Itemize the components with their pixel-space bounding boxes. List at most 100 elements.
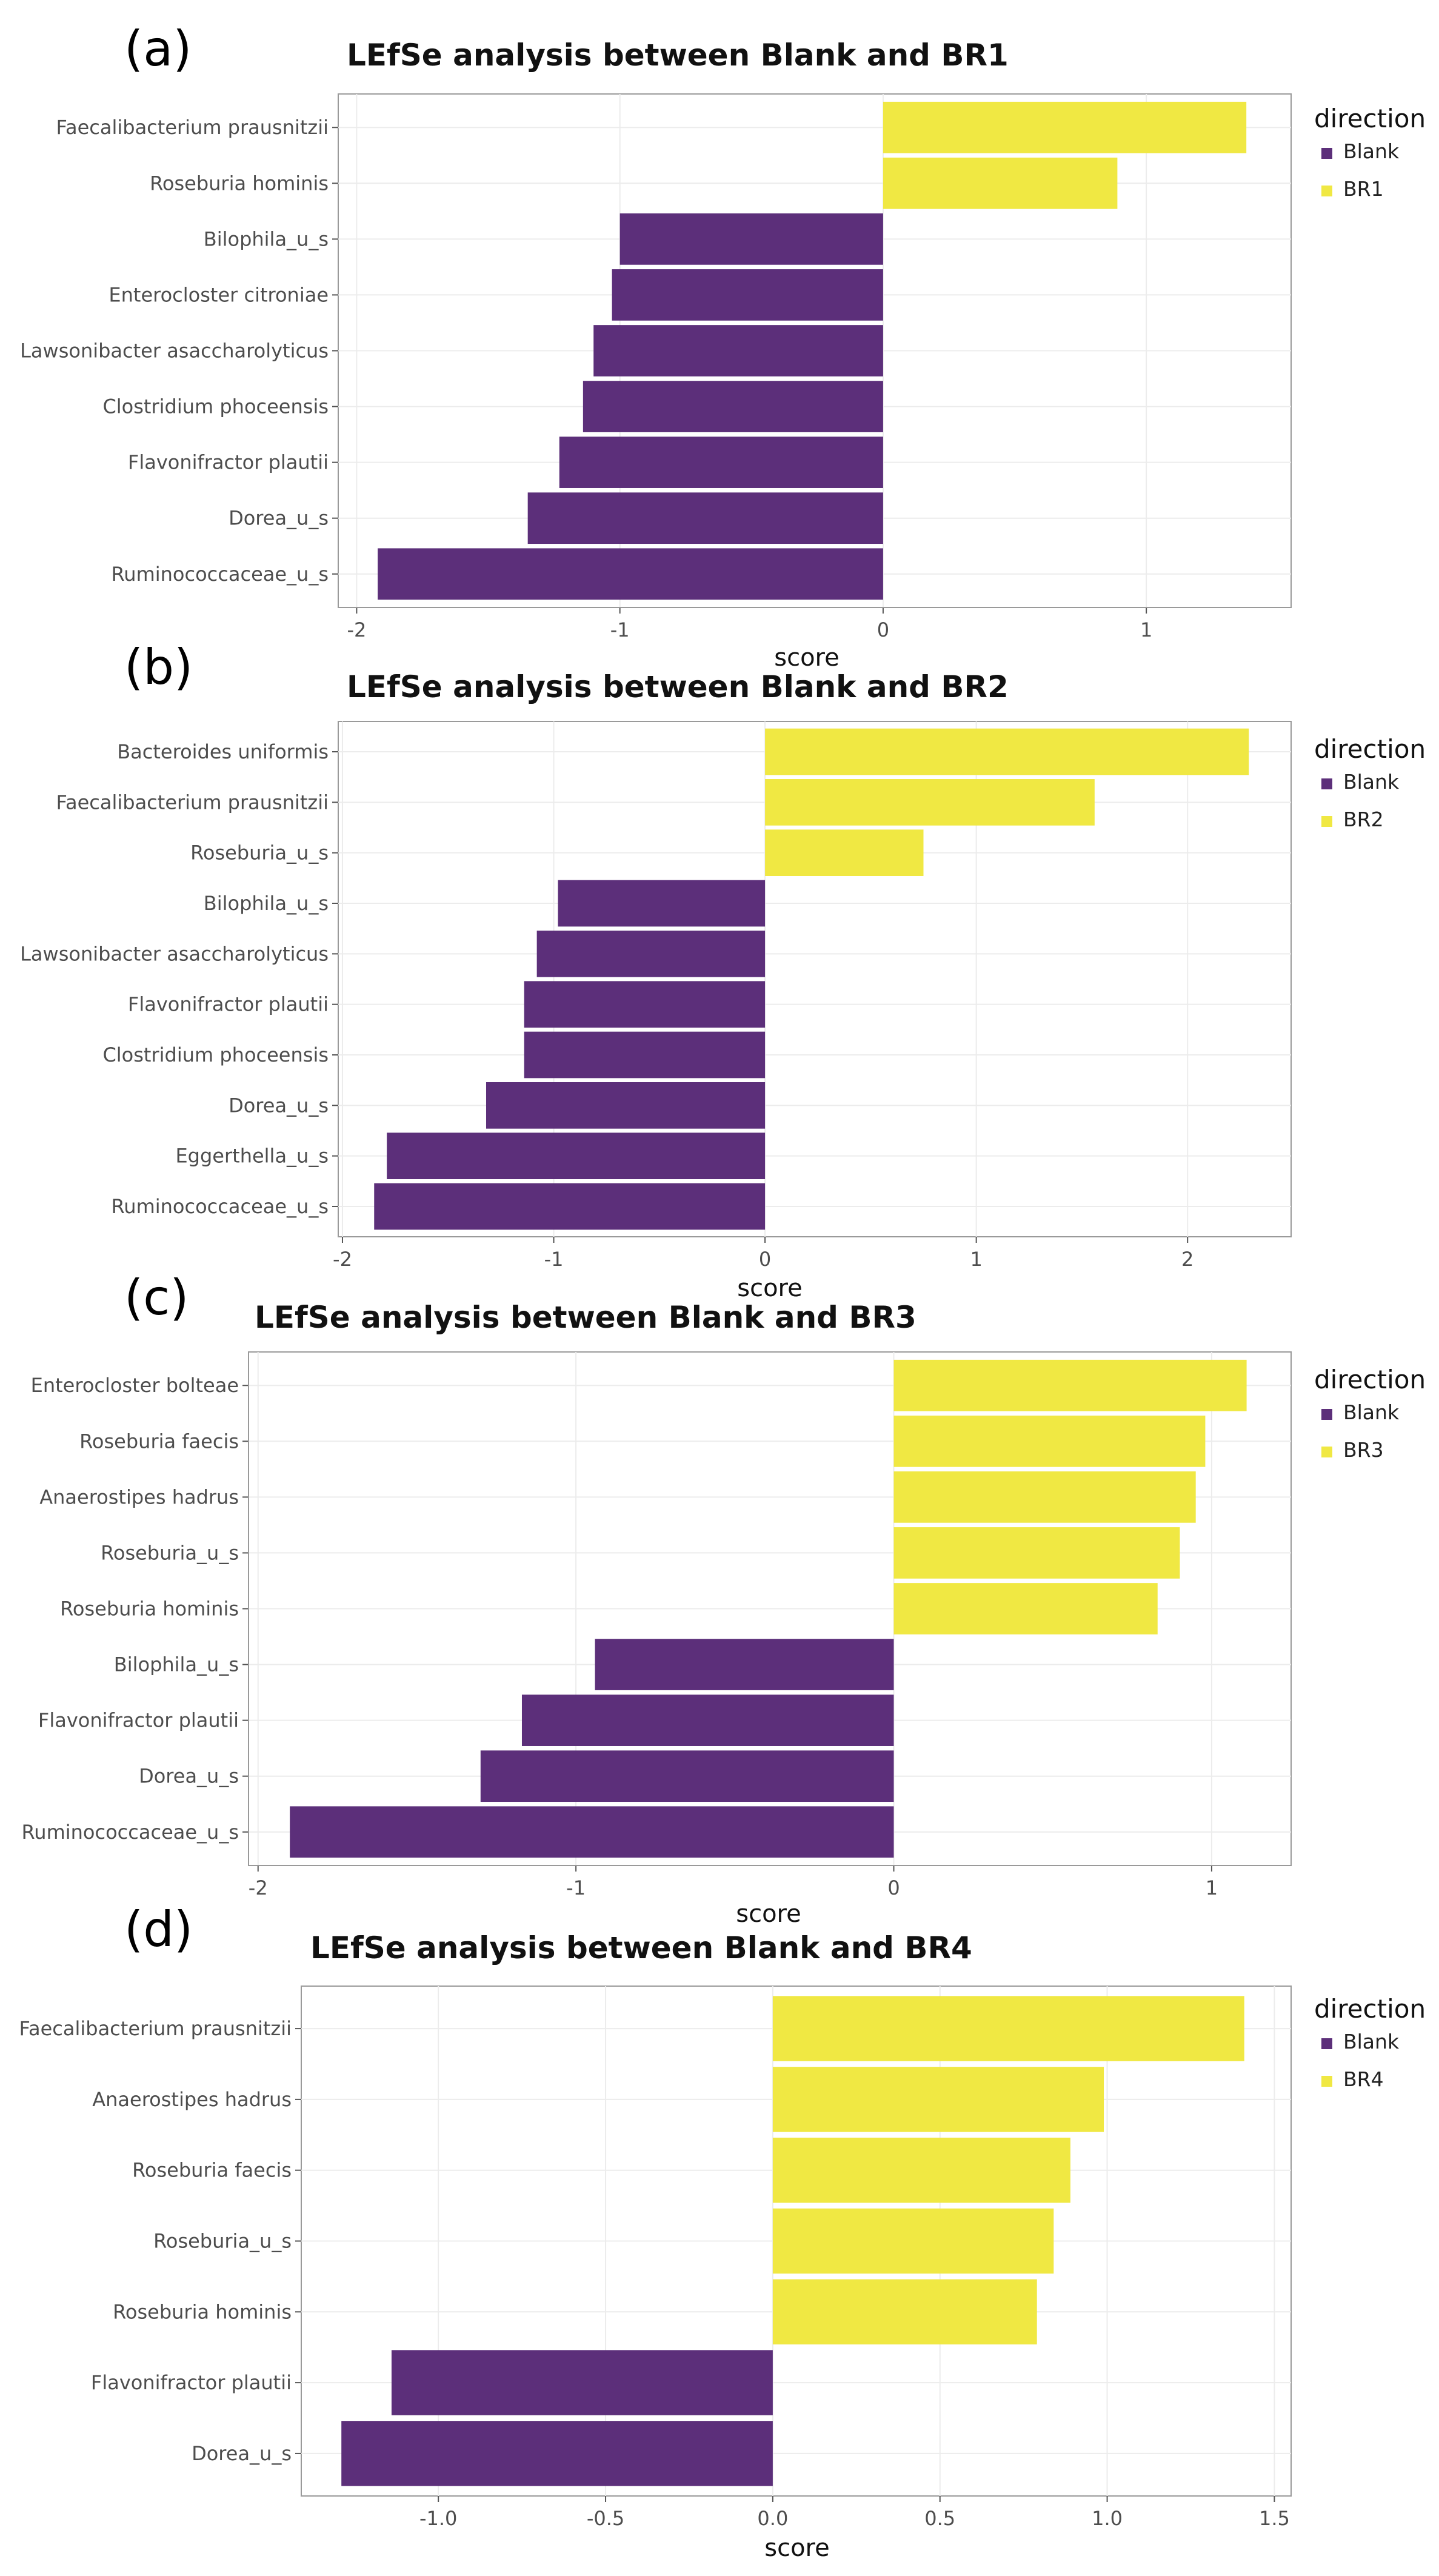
bar bbox=[619, 213, 883, 265]
bar bbox=[765, 829, 924, 876]
y-tick-label: Clostridium phoceensis bbox=[102, 395, 329, 418]
x-tick-label: 1.5 bbox=[1259, 2507, 1290, 2530]
bar bbox=[524, 981, 766, 1028]
bar bbox=[765, 779, 1095, 826]
chart-title: LEfSe analysis between Blank and BR4 bbox=[310, 1930, 972, 1965]
bar bbox=[527, 492, 883, 544]
y-tick-label: Roseburia_u_s bbox=[101, 1541, 239, 1564]
bar bbox=[772, 1996, 1244, 2061]
bar bbox=[893, 1471, 1196, 1523]
y-tick-label: Enterocloster bolteae bbox=[31, 1374, 239, 1397]
bar bbox=[893, 1359, 1247, 1411]
panel-b: (b) LEfSe analysis between Blank and BR2 B… bbox=[20, 639, 1426, 1302]
y-tick-label: Clostridium phoceensis bbox=[102, 1043, 329, 1066]
y-tick-label: Flavonifractor plautii bbox=[91, 2371, 292, 2394]
y-tick-label: Dorea_u_s bbox=[139, 1765, 239, 1788]
legend-swatch bbox=[1321, 2076, 1332, 2087]
y-tick-label: Roseburia_u_s bbox=[153, 2230, 292, 2253]
y-tick-label: Ruminococcaceae_u_s bbox=[112, 563, 329, 586]
y-tick-label: Roseburia faecis bbox=[79, 1430, 239, 1453]
bar bbox=[772, 2137, 1070, 2203]
legend-swatch bbox=[1321, 1447, 1332, 1457]
bar bbox=[374, 1183, 766, 1230]
y-tick-label: Lawsonibacter asaccharolyticus bbox=[20, 340, 329, 363]
y-tick-label: Ruminococcaceae_u_s bbox=[112, 1195, 329, 1218]
y-tick-label: Eggerthella_u_s bbox=[175, 1145, 329, 1168]
legend-swatch bbox=[1321, 2038, 1332, 2049]
legend-swatch bbox=[1321, 778, 1332, 789]
x-tick-label: 1 bbox=[1140, 618, 1152, 641]
y-tick-label: Roseburia hominis bbox=[60, 1597, 239, 1621]
bar bbox=[486, 1082, 766, 1129]
legend-swatch bbox=[1321, 816, 1332, 827]
y-tick-label: Anaerostipes hadrus bbox=[92, 2088, 292, 2111]
bar bbox=[378, 548, 883, 600]
bar bbox=[524, 1031, 766, 1079]
panel-label: (c) bbox=[124, 1270, 189, 1326]
x-tick-label: 0 bbox=[877, 618, 889, 641]
bar bbox=[341, 2421, 773, 2486]
y-tick-label: Flavonifractor plautii bbox=[128, 451, 329, 474]
panel-label: (d) bbox=[124, 1901, 193, 1958]
x-tick-label: -2 bbox=[347, 618, 366, 641]
legend-title: direction bbox=[1314, 1994, 1426, 2024]
y-tick-label: Dorea_u_s bbox=[229, 507, 329, 530]
x-axis-label: score bbox=[737, 1274, 802, 1302]
x-tick-label: -1 bbox=[544, 1248, 564, 1271]
y-tick-label: Bilophila_u_s bbox=[114, 1653, 239, 1676]
legend-title: direction bbox=[1314, 1365, 1426, 1394]
bar bbox=[893, 1527, 1180, 1579]
y-tick-label: Ruminococcaceae_u_s bbox=[22, 1821, 239, 1844]
chart-title: LEfSe analysis between Blank and BR1 bbox=[347, 38, 1009, 73]
bar bbox=[583, 381, 883, 432]
bar bbox=[772, 2279, 1037, 2345]
bar bbox=[290, 1806, 894, 1858]
legend-label: BR1 bbox=[1343, 177, 1384, 201]
y-tick-label: Faecalibacterium prausnitzii bbox=[19, 2017, 292, 2040]
legend-label: BR3 bbox=[1343, 1438, 1384, 1462]
x-tick-label: 1.0 bbox=[1092, 2507, 1123, 2530]
legend-label: Blank bbox=[1343, 2030, 1400, 2053]
y-tick-label: Bilophila_u_s bbox=[204, 892, 329, 915]
bar bbox=[765, 728, 1249, 775]
x-tick-label: -1 bbox=[566, 1876, 586, 1899]
legend-title: direction bbox=[1314, 104, 1426, 133]
panel-label: (a) bbox=[124, 21, 192, 77]
x-tick-label: -2 bbox=[333, 1248, 352, 1271]
bar bbox=[772, 2067, 1104, 2132]
x-tick-label: -1.0 bbox=[419, 2507, 457, 2530]
bar bbox=[883, 101, 1247, 153]
x-tick-label: 0.5 bbox=[924, 2507, 955, 2530]
panel-d: (d) LEfSe analysis between Blank and BR4 F… bbox=[19, 1901, 1426, 2562]
bar bbox=[536, 931, 766, 977]
bar bbox=[391, 2350, 773, 2415]
legend-title: direction bbox=[1314, 734, 1426, 764]
x-tick-label: -2 bbox=[249, 1876, 268, 1899]
bar bbox=[772, 2208, 1054, 2274]
bar bbox=[593, 325, 883, 376]
x-tick-label: -0.5 bbox=[587, 2507, 624, 2530]
y-tick-label: Faecalibacterium prausnitzii bbox=[56, 116, 329, 139]
y-tick-label: Faecalibacterium prausnitzii bbox=[56, 791, 329, 814]
y-tick-label: Bacteroides uniformis bbox=[117, 740, 329, 763]
x-tick-label: 0 bbox=[759, 1248, 771, 1271]
legend-swatch bbox=[1321, 186, 1332, 196]
bar bbox=[558, 880, 766, 927]
x-tick-label: -1 bbox=[610, 618, 630, 641]
bar bbox=[883, 157, 1118, 209]
bar bbox=[893, 1583, 1158, 1634]
x-tick-label: 1 bbox=[1206, 1876, 1218, 1899]
bar bbox=[612, 269, 883, 321]
y-tick-label: Roseburia faecis bbox=[132, 2159, 292, 2182]
y-tick-label: Dorea_u_s bbox=[192, 2442, 292, 2465]
bar bbox=[480, 1750, 894, 1802]
legend-label: Blank bbox=[1343, 1400, 1400, 1424]
y-tick-label: Roseburia_u_s bbox=[190, 841, 329, 865]
chart-title: LEfSe analysis between Blank and BR3 bbox=[255, 1300, 916, 1335]
bar bbox=[559, 437, 883, 488]
x-axis-label: score bbox=[736, 1900, 801, 1928]
y-tick-label: Lawsonibacter asaccharolyticus bbox=[20, 942, 329, 965]
chart-title: LEfSe analysis between Blank and BR2 bbox=[347, 669, 1009, 704]
x-tick-label: 0.0 bbox=[757, 2507, 788, 2530]
